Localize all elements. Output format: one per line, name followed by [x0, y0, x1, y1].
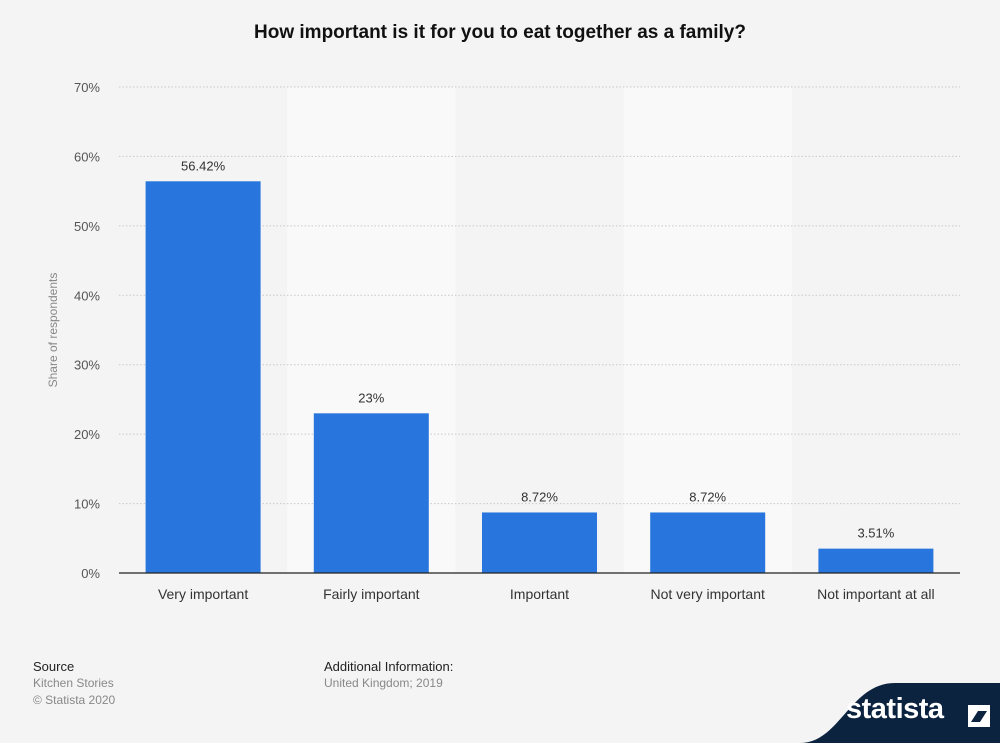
additional-info-heading: Additional Information: — [324, 659, 454, 674]
x-tick-label: Fairly important — [323, 586, 420, 602]
x-tick-label: Very important — [158, 586, 248, 602]
statista-brand-banner — [800, 683, 1000, 743]
source-heading: Source — [33, 659, 75, 674]
additional-info-text: United Kingdom; 2019 — [324, 676, 443, 690]
x-tick-label: Not important at all — [817, 586, 935, 602]
bar — [650, 512, 766, 573]
y-tick-label: 40% — [74, 288, 100, 303]
bar-value-label: 8.72% — [689, 489, 726, 504]
statista-logo-text: statista — [846, 693, 944, 725]
y-tick-label: 70% — [74, 80, 100, 95]
y-tick-label: 30% — [74, 358, 100, 373]
source-section: Source Kitchen Stories © Statista 2020 — [33, 658, 115, 709]
plot-band — [623, 87, 792, 573]
source-line-2: © Statista 2020 — [33, 693, 116, 707]
bar — [818, 548, 934, 573]
y-axis-label: Share of respondents — [46, 273, 60, 388]
x-tick-label: Not very important — [651, 586, 765, 602]
bar — [313, 413, 429, 573]
source-line-1: Kitchen Stories — [33, 676, 114, 690]
bar — [482, 512, 597, 573]
statista-logo-icon — [968, 705, 990, 727]
y-tick-label: 0% — [81, 566, 100, 581]
bar-value-label: 3.51% — [857, 526, 894, 541]
bar-value-label: 8.72% — [521, 489, 558, 504]
bar — [145, 181, 261, 573]
additional-info-section: Additional Information: United Kingdom; … — [324, 658, 453, 692]
y-tick-label: 20% — [74, 427, 100, 442]
y-tick-label: 60% — [74, 149, 100, 164]
bar-value-label: 56.42% — [181, 158, 226, 173]
chart-title: How important is it for you to eat toget… — [254, 22, 746, 43]
x-tick-label: Important — [510, 586, 569, 602]
y-tick-label: 50% — [74, 219, 100, 234]
y-tick-label: 10% — [74, 497, 100, 512]
bar-value-label: 23% — [358, 390, 384, 405]
